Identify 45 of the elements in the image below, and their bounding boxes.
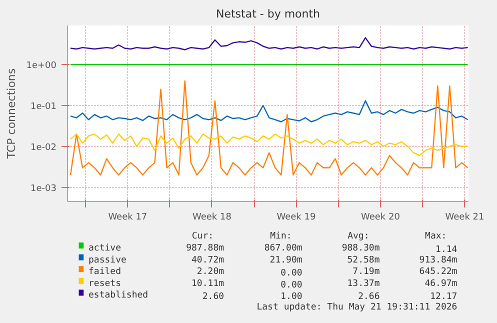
y-tick-label: 1e+00 <box>26 61 57 72</box>
y-tick-label: 1e-02 <box>30 142 57 153</box>
text: 10.11m <box>192 278 224 289</box>
legend-label: established <box>88 290 148 301</box>
legend-label: resets <box>88 278 121 289</box>
text: 52.58m <box>347 255 380 266</box>
y-tick-label: 1e-01 <box>30 102 57 112</box>
text: 40.72m <box>192 255 224 266</box>
line-series <box>70 80 468 176</box>
x-tick-label: Week 18 <box>192 212 232 222</box>
text: 12.17 <box>430 292 458 302</box>
line-series <box>70 133 468 156</box>
text: 0.00 <box>280 268 302 279</box>
x-tick-label: Week 20 <box>360 212 400 222</box>
legend-label: failed <box>88 267 121 278</box>
x-tick-label: Week 17 <box>108 212 148 222</box>
line-series <box>70 100 468 122</box>
text: 13.37m <box>347 278 380 289</box>
text: 913.84m <box>419 255 458 266</box>
text: Min: <box>270 232 292 242</box>
text: Last update: Thu May 21 19:31:11 2026 <box>256 302 458 312</box>
text: 2.20m <box>196 267 224 278</box>
text: 46.97m <box>424 278 458 289</box>
text: 1.00 <box>280 292 302 302</box>
text: 2.60 <box>202 292 224 302</box>
text: 1.14 <box>436 245 458 255</box>
text: Avg: <box>348 232 370 242</box>
legend-label: passive <box>88 255 126 266</box>
text: 987.88m <box>186 244 224 254</box>
text: 867.00m <box>264 244 302 254</box>
text: 7.19m <box>352 267 380 278</box>
y-axis-title: TCP connections <box>5 68 18 160</box>
legend-label: active <box>88 244 121 254</box>
text: 645.22m <box>419 267 458 278</box>
text: Cur: <box>192 232 214 242</box>
text: 2.66 <box>358 292 380 302</box>
line-series <box>70 37 468 50</box>
x-tick-label: Week 19 <box>276 212 316 222</box>
text: 988.30m <box>342 244 380 254</box>
text: 21.90m <box>270 255 302 266</box>
text: Max: <box>425 232 447 242</box>
y-tick-label: 1e-03 <box>30 184 57 194</box>
chart-title: Netstat - by month <box>216 8 320 20</box>
text: 0.00 <box>280 280 302 290</box>
x-tick-label: Week 21 <box>445 212 484 222</box>
